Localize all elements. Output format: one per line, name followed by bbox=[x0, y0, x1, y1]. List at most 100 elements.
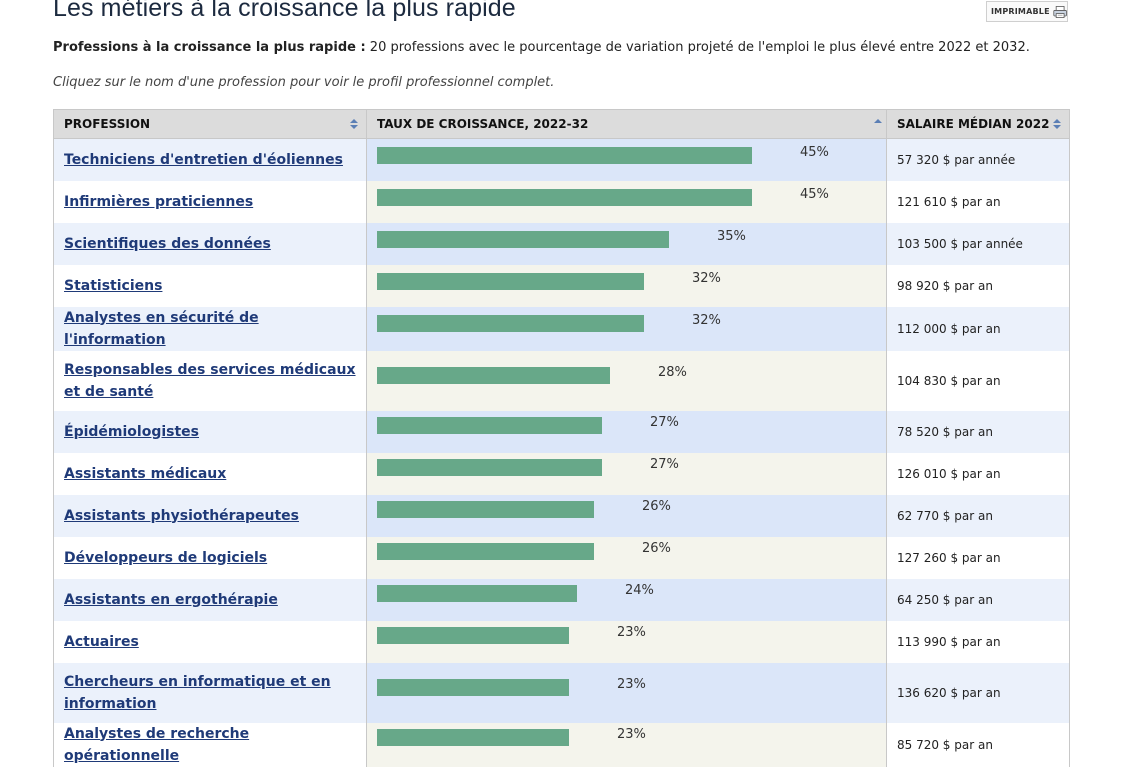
growth-bar bbox=[377, 147, 752, 164]
profession-link[interactable]: Épidémiologistes bbox=[64, 423, 199, 440]
growth-cell: 45% bbox=[366, 180, 887, 223]
growth-bar bbox=[377, 678, 569, 696]
growth-cell: 45% bbox=[366, 138, 887, 181]
profession-link[interactable]: Responsables des services médicaux et de… bbox=[64, 361, 356, 400]
growth-bar bbox=[377, 458, 602, 476]
sort-both-icon[interactable] bbox=[348, 117, 360, 131]
profession-cell: Statisticiens bbox=[53, 264, 367, 307]
growth-label: 27% bbox=[650, 456, 679, 472]
growth-cell: 35% bbox=[366, 222, 887, 265]
profession-link[interactable]: Infirmières praticiennes bbox=[64, 193, 254, 210]
profession-link[interactable]: Développeurs de logiciels bbox=[64, 549, 268, 566]
table-row: Épidémiologistes 27% 78 520 $ par an bbox=[53, 410, 1070, 453]
salary-cell: 57 320 $ par année bbox=[886, 138, 1070, 181]
profession-cell: Infirmières praticiennes bbox=[53, 180, 367, 223]
salary-cell: 78 520 $ par an bbox=[886, 410, 1070, 453]
growth-cell: 24% bbox=[366, 578, 887, 621]
profession-link[interactable]: Chercheurs en informatique et en informa… bbox=[64, 673, 331, 712]
growth-label: 26% bbox=[642, 498, 671, 514]
profession-cell: Assistants physiothérapeutes bbox=[53, 494, 367, 537]
growth-bar bbox=[377, 500, 594, 518]
salary-cell: 127 260 $ par an bbox=[886, 536, 1070, 579]
table-row: Analystes de recherche opérationnelle 23%… bbox=[53, 722, 1070, 767]
growth-label: 45% bbox=[800, 145, 829, 160]
growth-cell: 23% bbox=[366, 662, 887, 723]
growth-cell: 27% bbox=[366, 452, 887, 495]
profession-cell: Responsables des services médicaux et de… bbox=[53, 350, 367, 411]
table-row: Analystes en sécurité de l'information 32… bbox=[53, 306, 1070, 351]
profession-link[interactable]: Techniciens d'entretien d'éoliennes bbox=[64, 151, 343, 168]
profession-link[interactable]: Analystes en sécurité de l'information bbox=[64, 309, 259, 348]
growth-label: 27% bbox=[650, 414, 679, 430]
profession-cell: Analystes de recherche opérationnelle bbox=[53, 722, 367, 767]
intro: Professions à la croissance la plus rapi… bbox=[53, 40, 1030, 55]
growth-label: 23% bbox=[617, 726, 646, 742]
table-row: Assistants en ergothérapie 24% 64 250 $ pa… bbox=[53, 578, 1070, 621]
profession-link[interactable]: Assistants médicaux bbox=[64, 465, 227, 482]
profession-link[interactable]: Statisticiens bbox=[64, 277, 163, 294]
profession-cell: Assistants médicaux bbox=[53, 452, 367, 495]
growth-bar bbox=[377, 626, 569, 644]
growth-label: 23% bbox=[617, 676, 646, 692]
growth-label: 45% bbox=[800, 186, 829, 202]
table-row: Statisticiens 32% 98 920 $ par an bbox=[53, 264, 1070, 307]
header-profession-label: PROFESSION bbox=[64, 117, 151, 131]
growth-cell: 28% bbox=[366, 350, 887, 411]
growth-label: 24% bbox=[625, 582, 654, 598]
salary-cell: 85 720 $ par an bbox=[886, 722, 1070, 767]
profession-link[interactable]: Assistants physiothérapeutes bbox=[64, 507, 300, 524]
growth-cell: 23% bbox=[366, 722, 887, 767]
growth-cell: 23% bbox=[366, 620, 887, 663]
salary-cell: 62 770 $ par an bbox=[886, 494, 1070, 537]
header-salary[interactable]: SALAIRE MÉDIAN 2022 bbox=[886, 109, 1070, 139]
growth-bar bbox=[377, 584, 577, 602]
intro-text: 20 professions avec le pourcentage de va… bbox=[365, 40, 1030, 55]
header-growth[interactable]: TAUX DE CROISSANCE, 2022-32 bbox=[366, 109, 887, 139]
growth-bar bbox=[377, 188, 752, 206]
profession-cell: Développeurs de logiciels bbox=[53, 536, 367, 579]
profession-link[interactable]: Actuaires bbox=[64, 633, 139, 650]
profession-cell: Chercheurs en informatique et en informa… bbox=[53, 662, 367, 723]
profession-link[interactable]: Scientifiques des données bbox=[64, 235, 271, 252]
salary-cell: 113 990 $ par an bbox=[886, 620, 1070, 663]
growth-bar bbox=[377, 314, 644, 332]
profession-cell: Actuaires bbox=[53, 620, 367, 663]
profession-cell: Assistants en ergothérapie bbox=[53, 578, 367, 621]
growth-label: 35% bbox=[717, 228, 746, 244]
salary-cell: 104 830 $ par an bbox=[886, 350, 1070, 411]
growth-bar bbox=[377, 416, 602, 434]
table-row: Actuaires 23% 113 990 $ par an bbox=[53, 620, 1070, 663]
print-button[interactable]: IMPRIMABLE bbox=[986, 1, 1068, 22]
profession-link[interactable]: Analystes de recherche opérationnelle bbox=[64, 725, 250, 764]
header-profession[interactable]: PROFESSION bbox=[53, 109, 367, 139]
growth-label: 23% bbox=[617, 624, 646, 640]
growth-bar bbox=[377, 230, 669, 248]
growth-cell: 26% bbox=[366, 494, 887, 537]
sort-up-icon[interactable] bbox=[872, 117, 884, 131]
intro-bold: Professions à la croissance la plus rapi… bbox=[53, 40, 366, 55]
instructions: Cliquez sur le nom d'une profession pour… bbox=[53, 75, 555, 90]
growth-label: 32% bbox=[692, 312, 721, 328]
growth-bar bbox=[377, 542, 594, 560]
header-salary-label: SALAIRE MÉDIAN 2022 bbox=[897, 117, 1050, 131]
profession-link[interactable]: Assistants en ergothérapie bbox=[64, 591, 278, 608]
salary-cell: 112 000 $ par an bbox=[886, 306, 1070, 351]
profession-cell: Scientifiques des données bbox=[53, 222, 367, 265]
salary-cell: 126 010 $ par an bbox=[886, 452, 1070, 495]
table-row: Assistants physiothérapeutes 26% 62 770 $ … bbox=[53, 494, 1070, 537]
growth-bar bbox=[377, 272, 644, 290]
header-growth-label: TAUX DE CROISSANCE, 2022-32 bbox=[377, 117, 589, 131]
salary-cell: 98 920 $ par an bbox=[886, 264, 1070, 307]
growth-cell: 32% bbox=[366, 306, 887, 351]
table-row: Responsables des services médicaux et de… bbox=[53, 350, 1070, 411]
table-row: Infirmières praticiennes 45% 121 610 $ par… bbox=[53, 180, 1070, 223]
salary-cell: 103 500 $ par année bbox=[886, 222, 1070, 265]
profession-cell: Analystes en sécurité de l'information bbox=[53, 306, 367, 351]
page-title: Les métiers à la croissance la plus rapi… bbox=[53, 0, 516, 22]
sort-both-icon[interactable] bbox=[1051, 117, 1063, 131]
growth-label: 28% bbox=[658, 364, 687, 380]
table-row: Développeurs de logiciels 26% 127 260 $ pa… bbox=[53, 536, 1070, 579]
growth-cell: 27% bbox=[366, 410, 887, 453]
growth-cell: 26% bbox=[366, 536, 887, 579]
growth-label: 26% bbox=[642, 540, 671, 556]
